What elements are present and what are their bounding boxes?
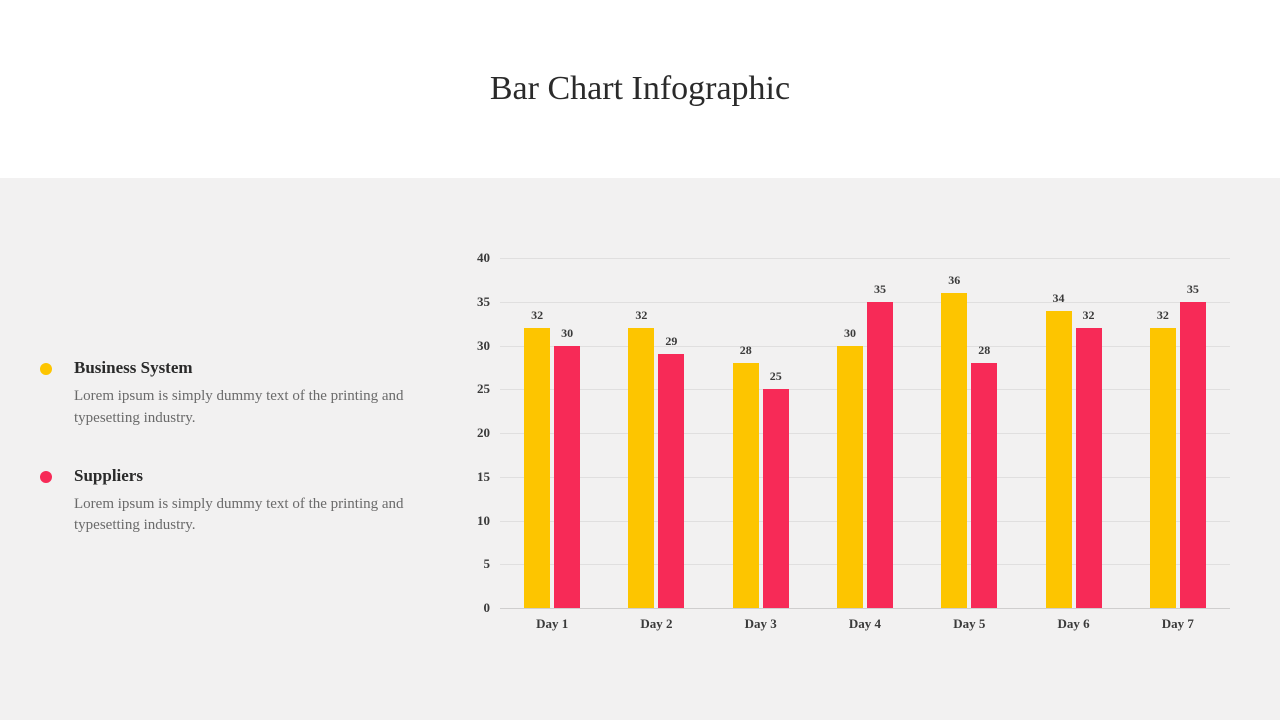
bar-value-label: 32 [531, 308, 543, 323]
bar: 32 [628, 328, 654, 608]
slide: Bar Chart Infographic Business System Lor… [0, 0, 1280, 720]
chart-column: 0510152025303540323032292825303536283432… [440, 178, 1280, 720]
x-axis-label: Day 2 [604, 608, 708, 638]
title-area: Bar Chart Infographic [0, 0, 1280, 178]
bar-value-label: 25 [770, 369, 782, 384]
y-axis-label: 20 [450, 425, 490, 441]
y-axis-label: 0 [450, 600, 490, 616]
bar-value-label: 35 [874, 282, 886, 297]
bar-group: 3432 [1021, 258, 1125, 608]
bar: 36 [941, 293, 967, 608]
bar-value-label: 30 [844, 326, 856, 341]
bar-group: 3235 [1126, 258, 1230, 608]
bar-value-label: 35 [1187, 282, 1199, 297]
legend-label: Suppliers [74, 466, 410, 486]
legend-description: Lorem ipsum is simply dummy text of the … [74, 386, 410, 430]
bar-value-label: 34 [1053, 291, 1065, 306]
bar: 28 [971, 363, 997, 608]
x-axis-label: Day 4 [813, 608, 917, 638]
bar-value-label: 32 [1157, 308, 1169, 323]
bar: 35 [1180, 302, 1206, 608]
bar-chart: 0510152025303540323032292825303536283432… [450, 258, 1230, 638]
bar: 25 [763, 389, 789, 608]
bar-value-label: 32 [635, 308, 647, 323]
legend-dot-icon [40, 471, 52, 483]
bar: 32 [1076, 328, 1102, 608]
bar: 30 [837, 346, 863, 609]
x-axis-label: Day 1 [500, 608, 604, 638]
x-axis-label: Day 3 [709, 608, 813, 638]
bar: 34 [1046, 311, 1072, 609]
legend-column: Business System Lorem ipsum is simply dum… [0, 178, 440, 720]
bar: 30 [554, 346, 580, 609]
bar: 28 [733, 363, 759, 608]
legend-item: Business System Lorem ipsum is simply dum… [40, 358, 410, 430]
y-axis-label: 25 [450, 381, 490, 397]
bar-value-label: 28 [978, 343, 990, 358]
bar-group: 2825 [709, 258, 813, 608]
bars-container: 3230322928253035362834323235 [500, 258, 1230, 608]
y-axis-label: 10 [450, 513, 490, 529]
slide-title: Bar Chart Infographic [490, 70, 790, 108]
y-axis-label: 5 [450, 556, 490, 572]
bar-group: 3628 [917, 258, 1021, 608]
legend-label: Business System [74, 358, 410, 378]
y-axis-label: 35 [450, 294, 490, 310]
bar-value-label: 32 [1083, 308, 1095, 323]
x-axis: Day 1Day 2Day 3Day 4Day 5Day 6Day 7 [500, 608, 1230, 638]
body-area: Business System Lorem ipsum is simply dum… [0, 178, 1280, 720]
y-axis-label: 40 [450, 250, 490, 266]
legend-dot-icon [40, 363, 52, 375]
y-axis-label: 15 [450, 469, 490, 485]
legend-description: Lorem ipsum is simply dummy text of the … [74, 494, 410, 538]
legend-text: Business System Lorem ipsum is simply dum… [74, 358, 410, 430]
bar: 35 [867, 302, 893, 608]
bar-value-label: 36 [948, 273, 960, 288]
bar: 32 [524, 328, 550, 608]
bar-value-label: 30 [561, 326, 573, 341]
bar: 29 [658, 354, 684, 608]
x-axis-label: Day 5 [917, 608, 1021, 638]
bar-value-label: 29 [665, 334, 677, 349]
bar-group: 3035 [813, 258, 917, 608]
x-axis-label: Day 7 [1126, 608, 1230, 638]
bar: 32 [1150, 328, 1176, 608]
legend-text: Suppliers Lorem ipsum is simply dummy tex… [74, 466, 410, 538]
y-axis-label: 30 [450, 338, 490, 354]
bar-value-label: 28 [740, 343, 752, 358]
bar-group: 3229 [604, 258, 708, 608]
legend-item: Suppliers Lorem ipsum is simply dummy tex… [40, 466, 410, 538]
bar-group: 3230 [500, 258, 604, 608]
x-axis-label: Day 6 [1021, 608, 1125, 638]
